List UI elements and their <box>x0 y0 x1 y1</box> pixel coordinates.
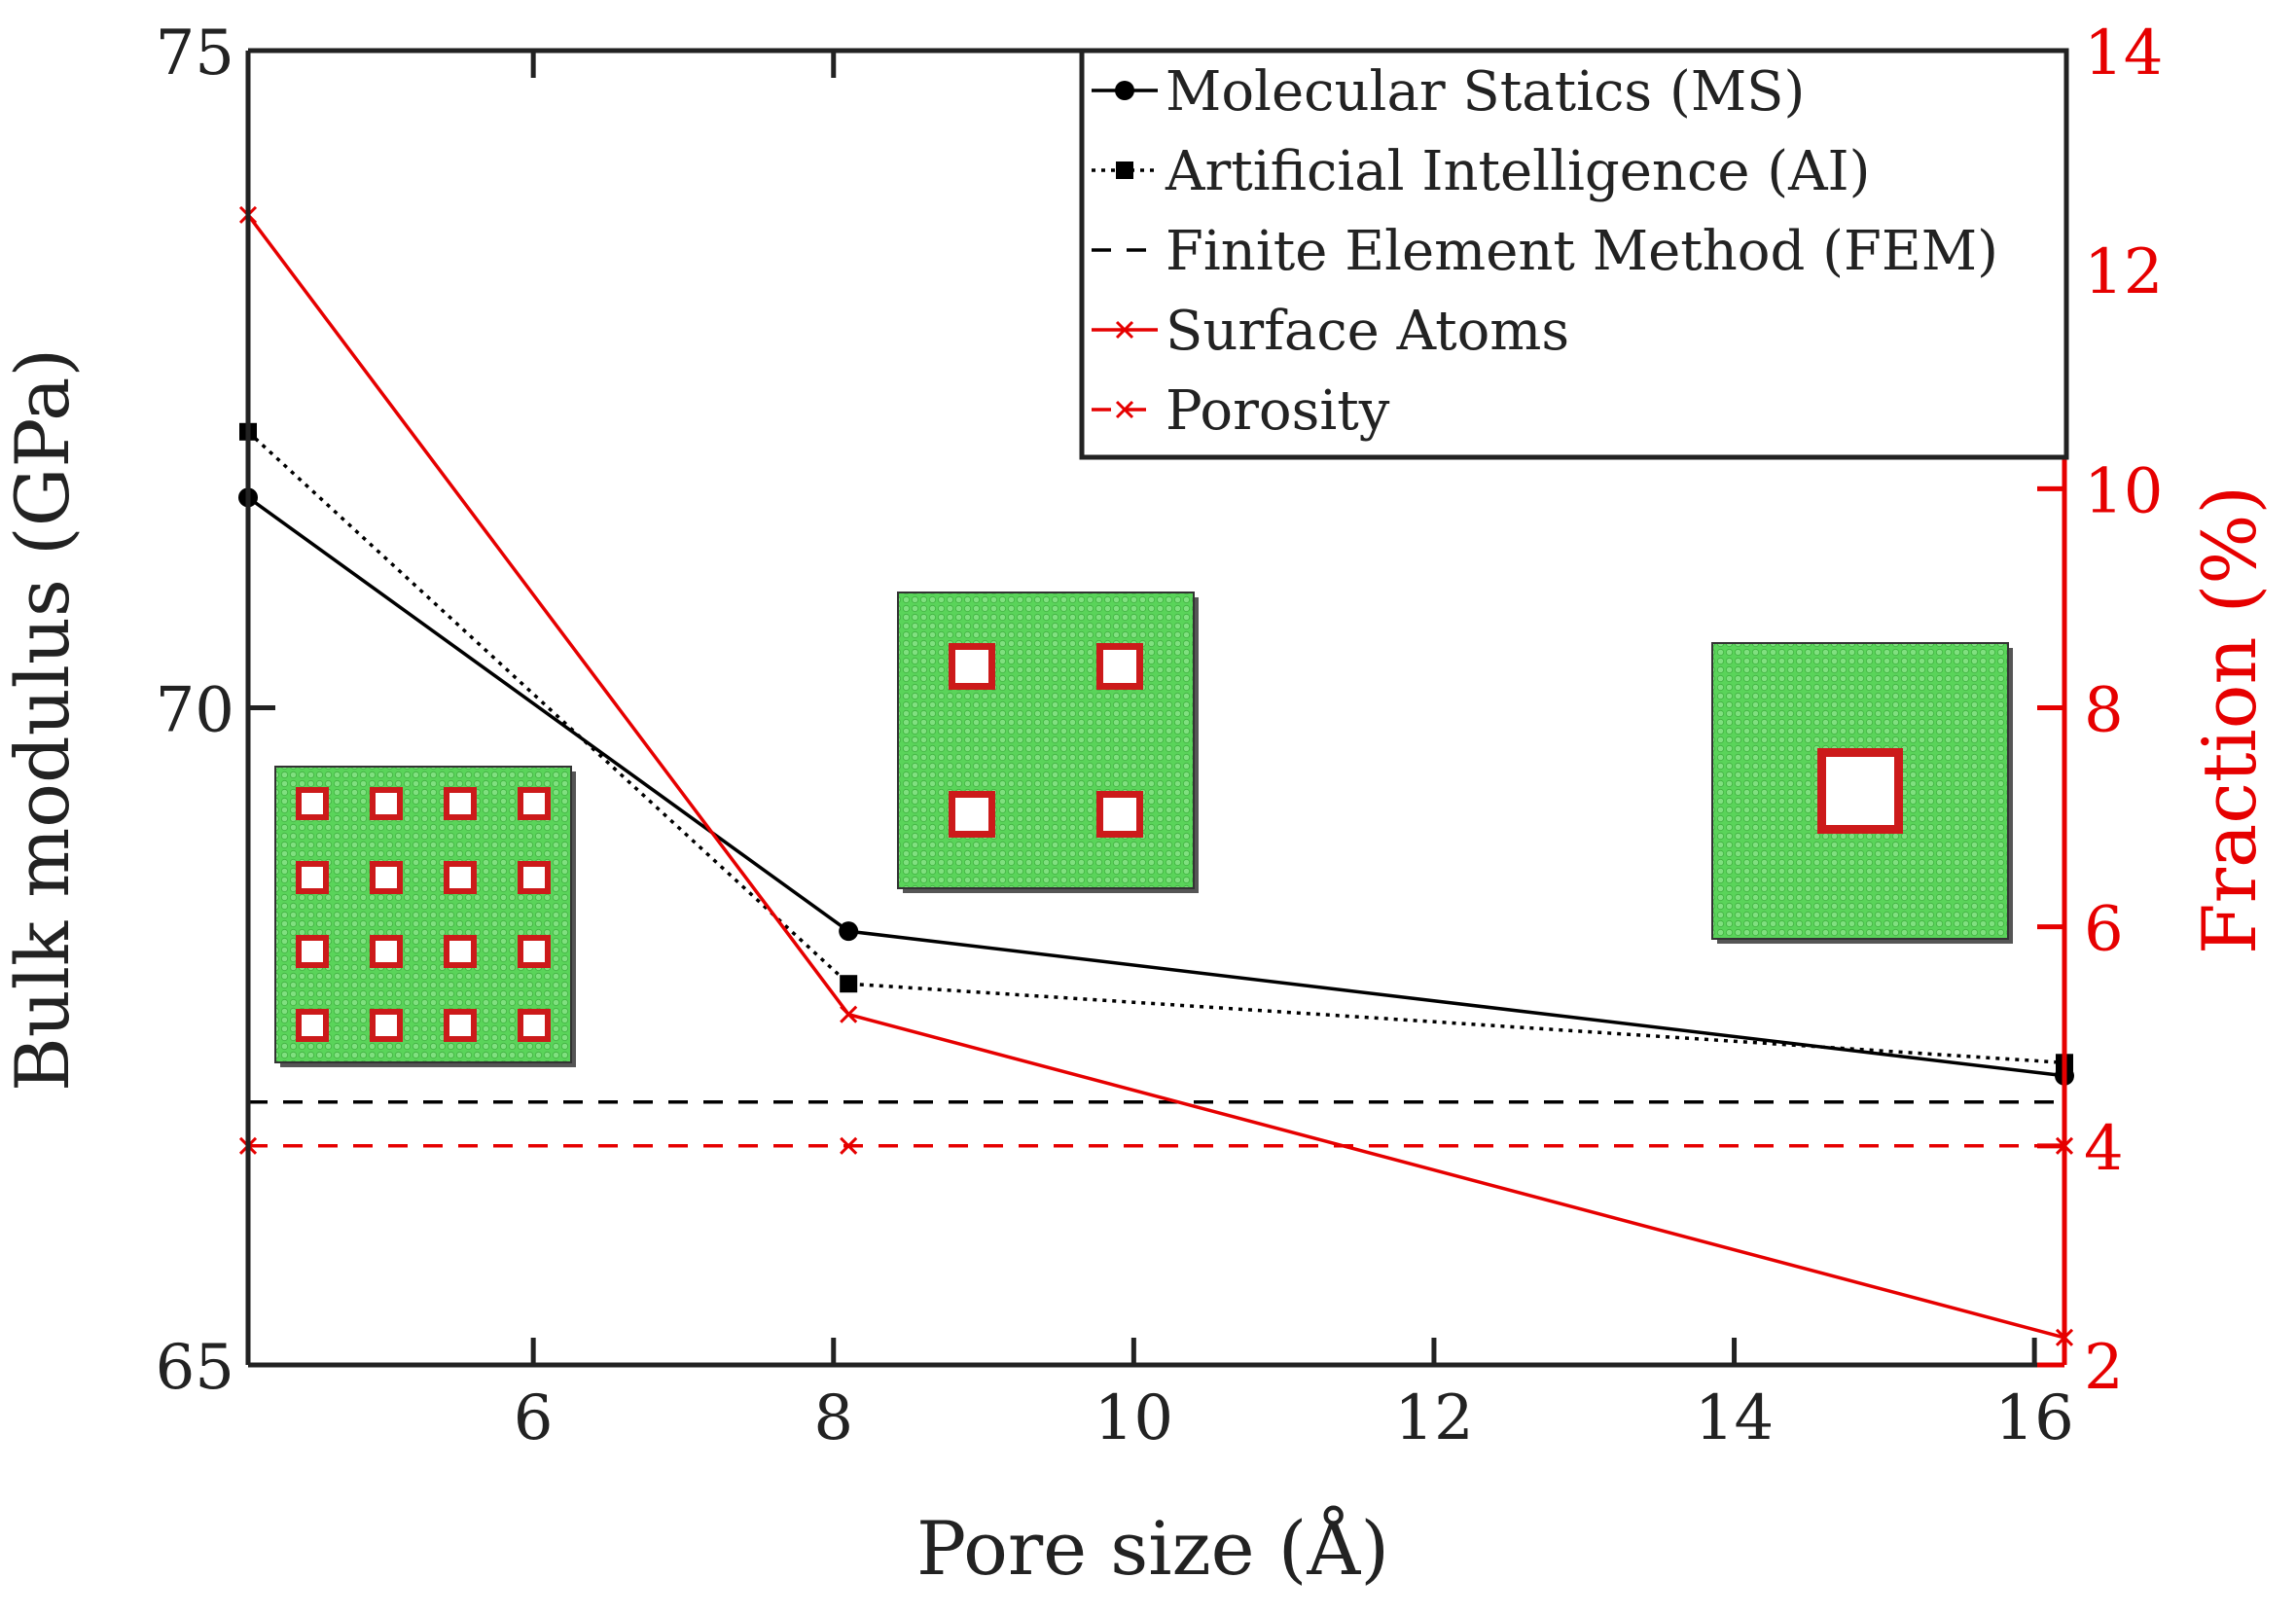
pore <box>302 941 323 962</box>
legend-label-0: Molecular Statics (MS) <box>1166 60 1805 124</box>
legend-entry-3: Surface Atoms <box>1092 300 1569 363</box>
legend-box <box>1079 48 2069 460</box>
y2-tick-label-5: 12 <box>2084 236 2163 308</box>
legend-entry-2: Finite Element Method (FEM) <box>1092 220 1998 283</box>
pore <box>955 650 988 683</box>
pore <box>376 793 397 814</box>
inset-4-pore-configuration <box>897 592 1199 893</box>
legend-entry-1: Artificial Intelligence (AI) <box>1092 140 1871 203</box>
legend-swatch-marker-0 <box>1115 81 1134 100</box>
legend-swatch-marker-3 <box>1115 320 1134 340</box>
pore <box>449 1015 471 1036</box>
x-tick-label-3: 12 <box>1394 1382 1473 1454</box>
pore <box>523 867 545 888</box>
y2-tick-label-0: 2 <box>2084 1332 2124 1404</box>
y2-axis-title: Fraction (%) <box>2186 485 2273 954</box>
insets-layer <box>274 592 2013 1067</box>
series-4 <box>238 1136 2074 1155</box>
y2-tick-label-2: 6 <box>2084 894 2124 966</box>
pore <box>302 793 323 814</box>
pore <box>302 1015 323 1036</box>
pore <box>449 867 471 888</box>
x-tick-label-1: 8 <box>813 1382 853 1454</box>
pore <box>523 1015 545 1036</box>
y-tick-label-2: 75 <box>156 18 234 90</box>
series-0-point-1 <box>839 921 859 942</box>
x-tick-label-0: 6 <box>514 1382 554 1454</box>
y2-tick-label-1: 4 <box>2084 1113 2124 1185</box>
pore <box>1826 757 1894 825</box>
pore <box>376 1015 397 1036</box>
legend-entry-0: Molecular Statics (MS) <box>1092 60 1805 124</box>
x-tick-label-5: 16 <box>1994 1382 2073 1454</box>
pore <box>376 867 397 888</box>
pore <box>302 867 323 888</box>
pore <box>449 941 471 962</box>
pore <box>449 793 471 814</box>
legend-swatch-marker-4 <box>1115 400 1134 419</box>
series-line-1 <box>246 430 2065 1065</box>
pore <box>1103 650 1136 683</box>
y-tick-label-1: 70 <box>156 675 234 747</box>
legend-label-3: Surface Atoms <box>1166 300 1569 363</box>
series-4-point-1 <box>840 1136 858 1155</box>
legend-swatch-marker-1 <box>1116 161 1133 179</box>
inset-1-pore-configuration <box>1711 642 2013 944</box>
y-axis-title: Bulk modulus (GPa) <box>0 348 86 1092</box>
y-tick-label-0: 65 <box>156 1332 234 1404</box>
y2-tick-label-6: 14 <box>2084 18 2163 90</box>
ticks-layer: 6 8 10 12 14 16 65 70 75 2 4 6 8 10 12 14 <box>156 18 2164 1454</box>
pore <box>376 941 397 962</box>
pore <box>523 941 545 962</box>
legend-entry-4: Porosity <box>1092 379 1390 443</box>
x-tick-label-4: 14 <box>1695 1382 1774 1454</box>
pore <box>523 793 545 814</box>
legend-label-1: Artificial Intelligence (AI) <box>1165 140 1871 203</box>
x-axis-title: Pore size (Å) <box>916 1504 1389 1592</box>
pore <box>1103 798 1136 831</box>
series-3-point-1 <box>840 1005 858 1023</box>
inset-16-pore-configuration <box>274 766 576 1067</box>
series-1-point-1 <box>840 975 858 993</box>
pore <box>955 798 988 831</box>
inset-atoms <box>897 592 1195 889</box>
legend-label-2: Finite Element Method (FEM) <box>1166 220 1998 283</box>
legend-entries: Molecular Statics (MS) Artificial Intelli… <box>1092 60 1998 443</box>
y2-tick-label-3: 8 <box>2084 675 2124 747</box>
legend: Molecular Statics (MS) Artificial Intelli… <box>1079 48 2069 460</box>
x-tick-label-2: 10 <box>1094 1382 1173 1454</box>
series-layer <box>238 205 2074 1346</box>
legend-label-4: Porosity <box>1166 379 1390 443</box>
y2-tick-label-4: 10 <box>2084 455 2163 527</box>
